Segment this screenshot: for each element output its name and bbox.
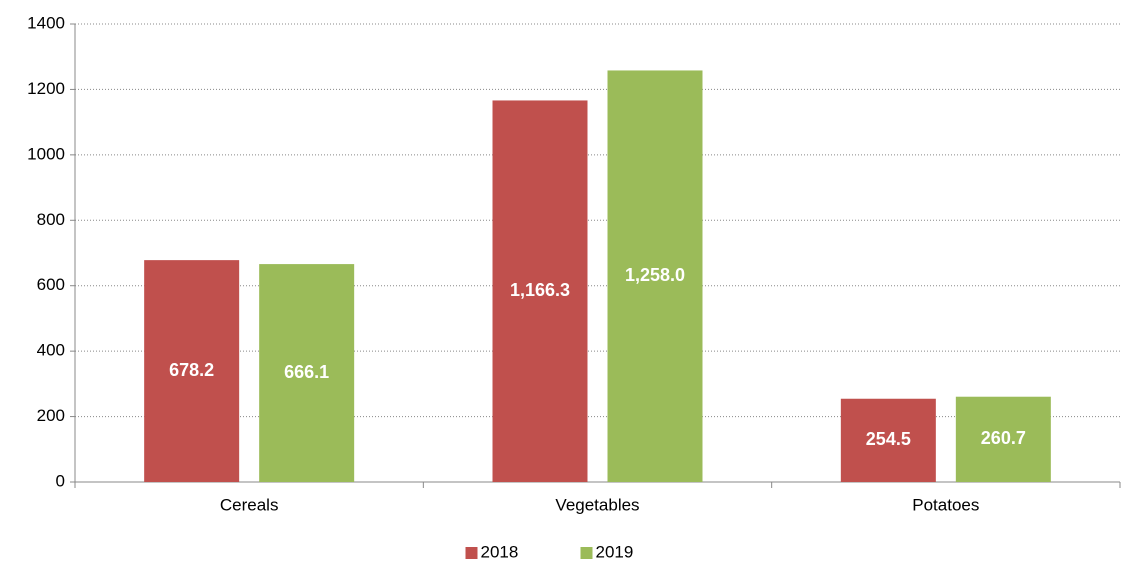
y-tick-label: 800 (37, 210, 65, 229)
value-label: 260.7 (981, 428, 1026, 448)
x-tick-label: Cereals (220, 495, 279, 514)
y-tick-label: 1000 (27, 144, 65, 163)
x-tick-label: Potatoes (912, 495, 979, 514)
value-label: 1,258.0 (625, 265, 685, 285)
bar (607, 70, 703, 482)
bar (144, 260, 240, 482)
y-tick-label: 200 (37, 406, 65, 425)
legend-label: 2019 (596, 542, 634, 561)
legend-swatch (465, 547, 478, 559)
bar (840, 398, 936, 482)
y-tick-label: 1400 (27, 13, 65, 32)
y-tick-label: 400 (37, 341, 65, 360)
value-label: 678.2 (169, 360, 214, 380)
value-label: 254.5 (866, 429, 911, 449)
legend-swatch (580, 547, 593, 559)
y-tick-label: 0 (56, 471, 65, 490)
legend-label: 2018 (481, 542, 519, 561)
value-label: 1,166.3 (510, 280, 570, 300)
x-tick-label: Vegetables (555, 495, 639, 514)
y-tick-label: 600 (37, 275, 65, 294)
value-label: 666.1 (284, 362, 329, 382)
bar (492, 100, 588, 483)
bar (259, 264, 355, 482)
y-tick-label: 1200 (27, 79, 65, 98)
bar (955, 396, 1051, 482)
